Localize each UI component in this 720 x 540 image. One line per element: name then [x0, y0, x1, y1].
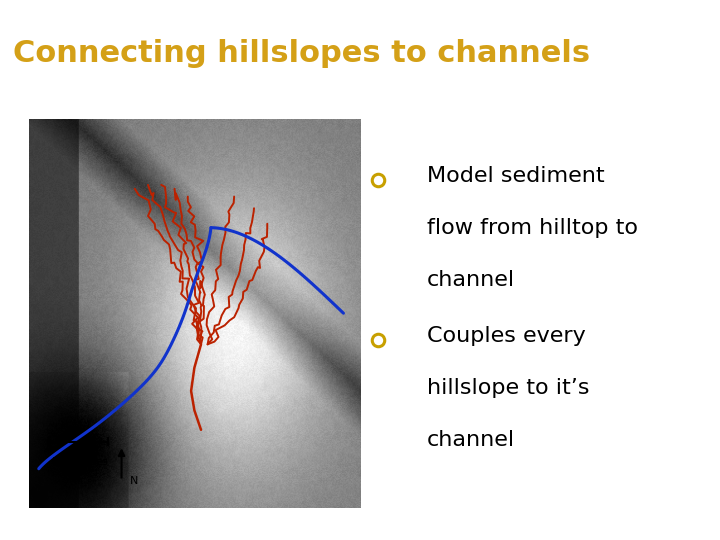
Text: hillslope to it’s: hillslope to it’s — [427, 377, 590, 398]
Text: Connecting hillslopes to channels: Connecting hillslopes to channels — [13, 39, 590, 68]
Text: Model sediment: Model sediment — [427, 166, 605, 186]
Text: 100 metres: 100 metres — [52, 457, 108, 467]
Text: channel: channel — [427, 430, 515, 450]
Text: Couples every: Couples every — [427, 326, 586, 346]
Text: channel: channel — [427, 270, 515, 290]
Text: N: N — [130, 476, 138, 487]
Text: flow from hilltop to: flow from hilltop to — [427, 218, 638, 238]
